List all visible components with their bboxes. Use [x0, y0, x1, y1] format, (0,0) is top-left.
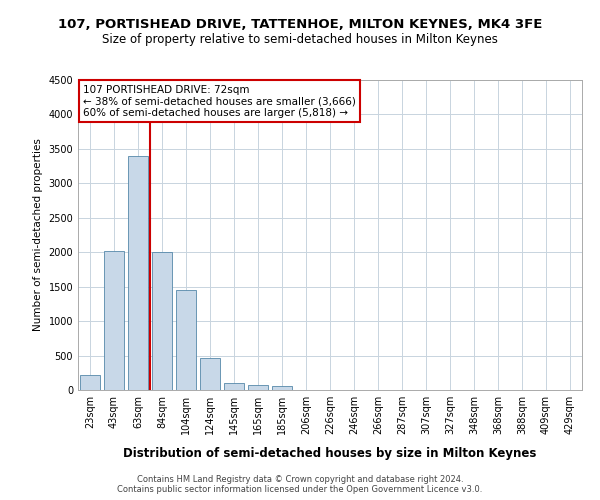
- Text: Size of property relative to semi-detached houses in Milton Keynes: Size of property relative to semi-detach…: [102, 32, 498, 46]
- Text: Contains HM Land Registry data © Crown copyright and database right 2024.: Contains HM Land Registry data © Crown c…: [137, 475, 463, 484]
- Bar: [104, 251, 124, 390]
- Bar: [200, 358, 220, 390]
- Text: Distribution of semi-detached houses by size in Milton Keynes: Distribution of semi-detached houses by …: [124, 448, 536, 460]
- Bar: [224, 383, 244, 390]
- Bar: [176, 290, 196, 390]
- Text: 107, PORTISHEAD DRIVE, TATTENHOE, MILTON KEYNES, MK4 3FE: 107, PORTISHEAD DRIVE, TATTENHOE, MILTON…: [58, 18, 542, 30]
- Bar: [272, 386, 292, 390]
- Text: 107 PORTISHEAD DRIVE: 72sqm
← 38% of semi-detached houses are smaller (3,666)
60: 107 PORTISHEAD DRIVE: 72sqm ← 38% of sem…: [83, 84, 356, 118]
- Bar: [80, 375, 100, 390]
- Bar: [152, 252, 172, 390]
- Bar: [128, 156, 148, 390]
- Bar: [248, 385, 268, 390]
- Text: Contains public sector information licensed under the Open Government Licence v3: Contains public sector information licen…: [118, 485, 482, 494]
- Y-axis label: Number of semi-detached properties: Number of semi-detached properties: [33, 138, 43, 332]
